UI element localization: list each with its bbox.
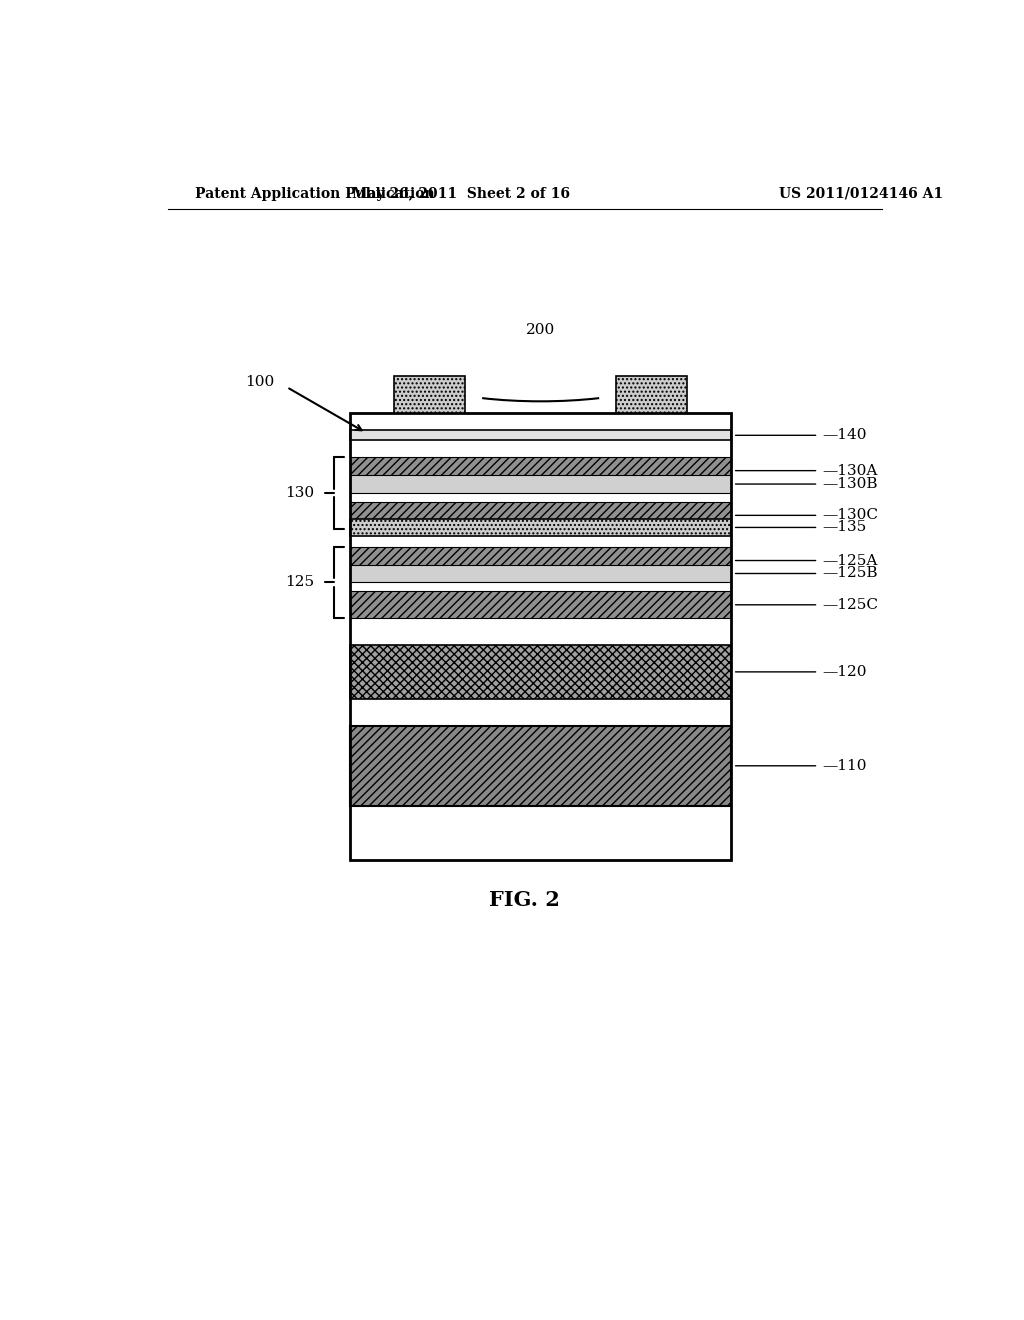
Bar	[350, 457, 731, 484]
Text: —130A: —130A	[822, 463, 878, 478]
Bar	[350, 565, 731, 582]
Text: —120: —120	[822, 665, 867, 678]
Text: 200: 200	[526, 323, 555, 338]
Text: —140: —140	[822, 428, 867, 442]
Bar	[350, 502, 731, 529]
Text: —135: —135	[822, 520, 866, 535]
Text: —125A: —125A	[822, 553, 878, 568]
Bar	[350, 546, 731, 574]
Text: 100: 100	[246, 375, 274, 389]
Text: Patent Application Publication: Patent Application Publication	[196, 187, 435, 201]
Bar	[350, 645, 731, 698]
Bar	[350, 475, 731, 492]
Text: —125B: —125B	[822, 566, 878, 581]
Bar	[350, 591, 731, 618]
Text: —130C: —130C	[822, 508, 879, 523]
Bar	[350, 430, 731, 441]
Text: 130: 130	[286, 486, 314, 500]
Text: —130B: —130B	[822, 477, 878, 491]
Text: May 26, 2011  Sheet 2 of 16: May 26, 2011 Sheet 2 of 16	[352, 187, 570, 201]
Bar	[350, 413, 731, 859]
Text: 125: 125	[286, 576, 314, 590]
Bar	[616, 376, 687, 412]
Text: US 2011/0124146 A1: US 2011/0124146 A1	[778, 187, 943, 201]
Text: FIG. 2: FIG. 2	[489, 891, 560, 911]
Text: —125C: —125C	[822, 598, 879, 611]
Bar	[350, 519, 731, 536]
Bar	[394, 376, 465, 412]
Text: —110: —110	[822, 759, 867, 772]
Bar	[350, 726, 731, 807]
